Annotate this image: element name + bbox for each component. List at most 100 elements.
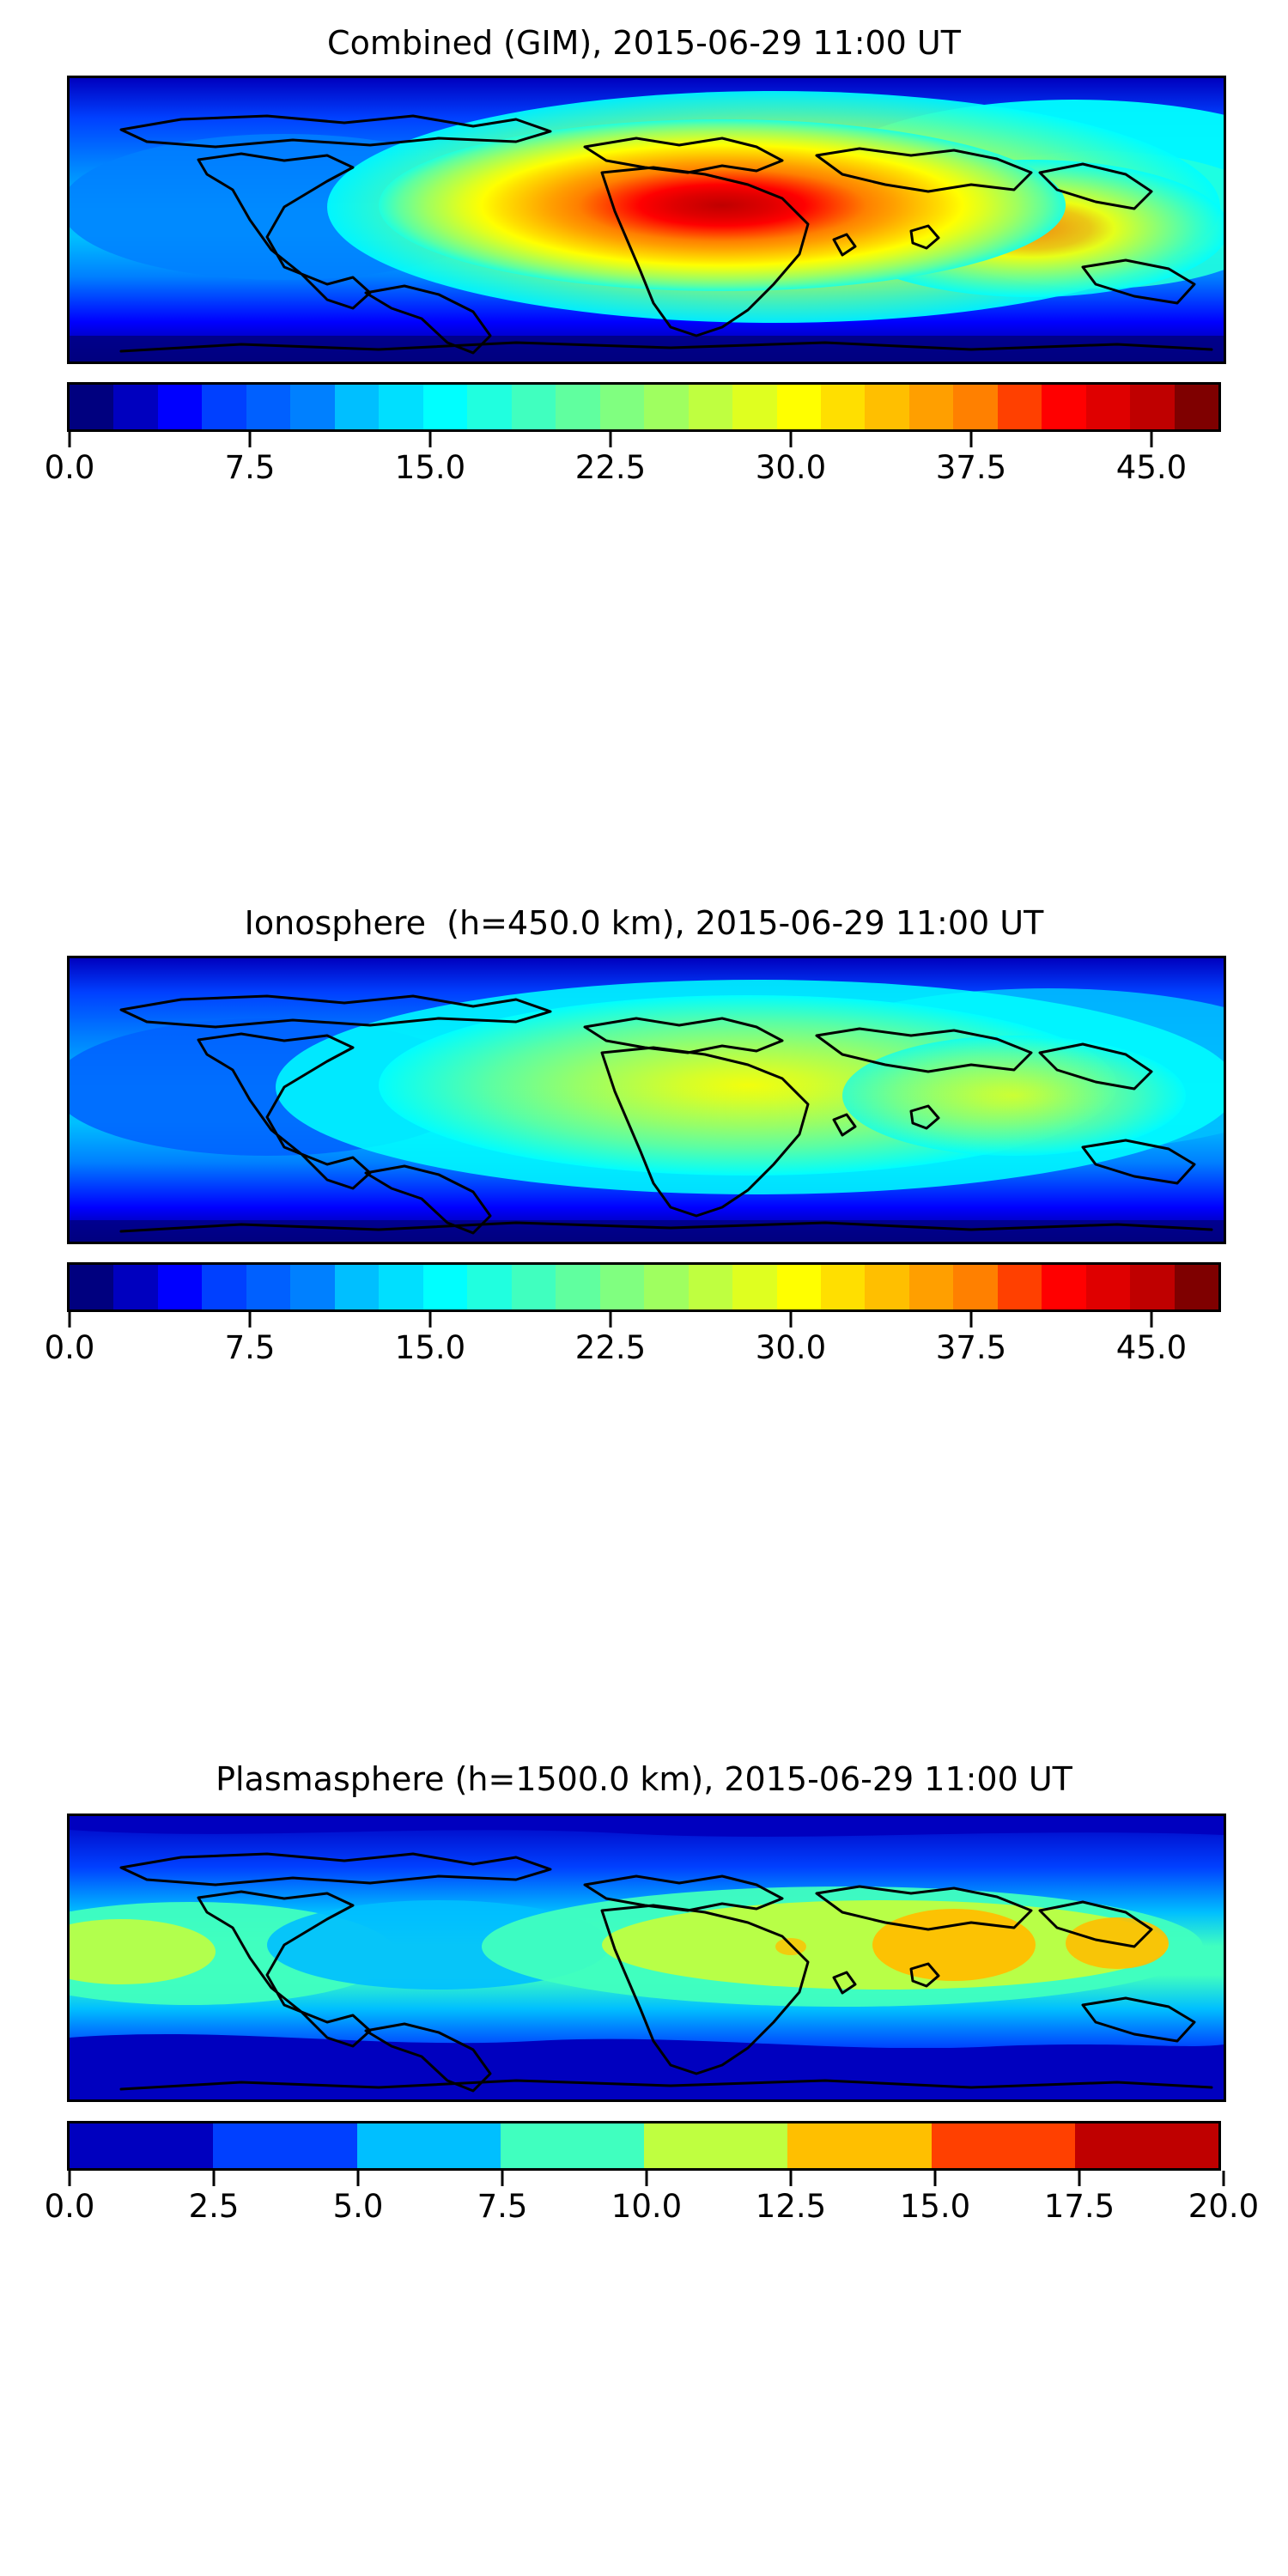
colorbar-tick xyxy=(609,432,612,447)
cbar-seg xyxy=(1130,385,1175,429)
cbar-seg xyxy=(290,385,335,429)
colorbar-tick-label: 20.0 xyxy=(1188,2188,1260,2225)
cbar-seg xyxy=(1174,385,1219,429)
colorbar-combined-strip xyxy=(67,382,1221,432)
cbar-seg xyxy=(776,1265,821,1309)
colorbar-tick xyxy=(501,2171,504,2186)
cbar-seg xyxy=(202,1265,246,1309)
colorbar-tick xyxy=(969,432,973,447)
panel-title-combined: Combined (GIM), 2015-06-29 11:00 UT xyxy=(327,24,961,62)
cbar-seg xyxy=(599,385,645,429)
colorbar-combined: 0.0 7.5 15.0 22.5 30.0 37.5 45.0 xyxy=(45,382,1221,490)
colorbar-tick-label: 45.0 xyxy=(1115,1329,1188,1366)
colorbar-tick xyxy=(1150,1312,1153,1327)
colorbar-tick xyxy=(68,432,71,447)
cbar-seg xyxy=(953,1265,998,1309)
panel-title-plasmasphere: Plasmasphere (h=1500.0 km), 2015-06-29 1… xyxy=(216,1760,1072,1798)
cbar-seg xyxy=(1042,1265,1086,1309)
panel-plasmasphere: Plasmasphere (h=1500.0 km), 2015-06-29 1… xyxy=(0,1735,1288,2576)
map-plasmasphere xyxy=(67,1814,1226,2102)
colorbar-tick xyxy=(789,2171,793,2186)
cbar-seg xyxy=(732,1265,777,1309)
cbar-seg xyxy=(931,2123,1075,2168)
cbar-seg xyxy=(70,2123,214,2168)
colorbar-ionosphere-strip xyxy=(67,1262,1221,1312)
cbar-seg xyxy=(422,1265,468,1309)
cbar-seg xyxy=(1130,1265,1175,1309)
colorbar-tick-label: 15.0 xyxy=(899,2188,971,2225)
colorbar-tick xyxy=(1078,2171,1081,2186)
panel-combined-gim: Combined (GIM), 2015-06-29 11:00 UT xyxy=(0,0,1288,867)
cbar-seg xyxy=(511,385,556,429)
colorbar-tick-label: 0.0 xyxy=(44,1329,95,1366)
cbar-seg xyxy=(644,385,689,429)
cbar-seg xyxy=(511,1265,556,1309)
cbar-seg xyxy=(290,1265,335,1309)
cbar-seg xyxy=(379,1265,423,1309)
cbar-seg xyxy=(467,1265,512,1309)
cbar-seg xyxy=(820,1265,866,1309)
cbar-seg xyxy=(865,1265,909,1309)
cbar-seg xyxy=(1042,385,1086,429)
colorbar-tick-label: 37.5 xyxy=(935,1329,1007,1366)
cbar-seg xyxy=(246,1265,291,1309)
colorbar-tick-label: 5.0 xyxy=(332,2188,384,2225)
colorbar-tick xyxy=(789,432,793,447)
colorbar-tick xyxy=(68,1312,71,1327)
cbar-seg xyxy=(70,1265,114,1309)
cbar-seg xyxy=(157,385,203,429)
colorbar-plasmasphere-labels: 0.0 2.5 5.0 7.5 10.0 12.5 15.0 17.5 20.0 xyxy=(45,2188,1260,2229)
map-canvas-combined xyxy=(70,78,1224,361)
colorbar-tick-label: 30.0 xyxy=(755,449,827,486)
cbar-seg xyxy=(334,385,380,429)
panel-title-ionosphere: Ionosphere (h=450.0 km), 2015-06-29 11:0… xyxy=(244,904,1044,942)
map-canvas-ionosphere xyxy=(70,958,1224,1242)
cbar-seg xyxy=(865,385,909,429)
panel-ionosphere: Ionosphere (h=450.0 km), 2015-06-29 11:0… xyxy=(0,880,1288,1747)
cbar-seg xyxy=(246,385,291,429)
colorbar-tick xyxy=(969,1312,973,1327)
cbar-seg xyxy=(644,1265,689,1309)
colorbar-tick xyxy=(212,2171,216,2186)
cbar-seg xyxy=(422,385,468,429)
cbar-seg xyxy=(500,2123,644,2168)
cbar-seg xyxy=(688,385,733,429)
cbar-seg xyxy=(1074,2123,1218,2168)
map-ionosphere xyxy=(67,956,1226,1244)
colorbar-tick-label: 17.5 xyxy=(1043,2188,1115,2225)
cbar-seg xyxy=(908,1265,954,1309)
colorbar-tick-label: 45.0 xyxy=(1115,449,1188,486)
colorbar-tick-label: 7.5 xyxy=(224,1329,276,1366)
colorbar-tick-label: 7.5 xyxy=(224,449,276,486)
colorbar-tick-label: 30.0 xyxy=(755,1329,827,1366)
colorbar-tick xyxy=(428,1312,432,1327)
colorbar-tick xyxy=(609,1312,612,1327)
colorbar-tick-label: 2.5 xyxy=(188,2188,240,2225)
colorbar-ionosphere-ticks xyxy=(67,1312,1226,1329)
colorbar-tick xyxy=(1150,432,1153,447)
cbar-seg xyxy=(599,1265,645,1309)
cbar-seg xyxy=(556,1265,600,1309)
colorbar-tick-label: 7.5 xyxy=(477,2188,528,2225)
map-combined-gim xyxy=(67,76,1226,364)
colorbar-tick xyxy=(428,432,432,447)
colorbar-plasmasphere-ticks xyxy=(67,2171,1226,2188)
cbar-seg xyxy=(1085,1265,1131,1309)
map-canvas-plasmasphere xyxy=(70,1816,1224,2099)
colorbar-tick-label: 10.0 xyxy=(611,2188,683,2225)
cbar-seg xyxy=(1174,1265,1219,1309)
cbar-seg xyxy=(688,1265,733,1309)
colorbar-ionosphere: 0.0 7.5 15.0 22.5 30.0 37.5 45.0 xyxy=(45,1262,1221,1370)
colorbar-tick-label: 15.0 xyxy=(394,1329,466,1366)
cbar-seg xyxy=(908,385,954,429)
cbar-seg xyxy=(820,385,866,429)
cbar-seg xyxy=(732,385,777,429)
colorbar-tick xyxy=(933,2171,937,2186)
colorbar-tick xyxy=(248,432,252,447)
colorbar-tick xyxy=(356,2171,360,2186)
colorbar-tick-label: 0.0 xyxy=(44,449,95,486)
cbar-seg xyxy=(997,385,1042,429)
colorbar-combined-labels: 0.0 7.5 15.0 22.5 30.0 37.5 45.0 xyxy=(45,449,1226,490)
colorbar-tick xyxy=(248,1312,252,1327)
